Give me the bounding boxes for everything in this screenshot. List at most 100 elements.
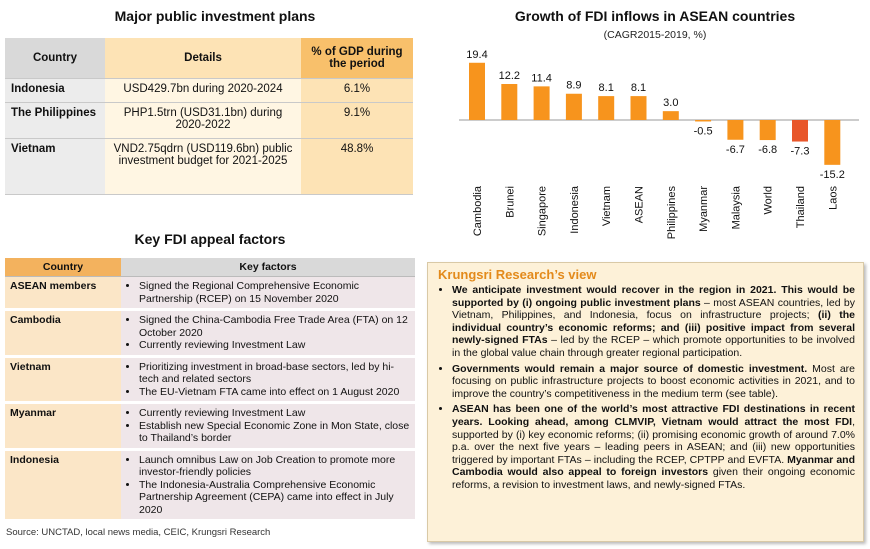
row-country: Vietnam: [5, 356, 121, 404]
category-label: Myanmar: [698, 186, 710, 232]
row-gdp: 6.1%: [301, 78, 413, 103]
bold-text: Governments would remain a major source …: [452, 362, 808, 375]
bar-world: [759, 120, 776, 141]
value-label: 12.2: [499, 70, 520, 82]
view-bullet: Governments would remain a major source …: [452, 363, 855, 401]
table-row: ASEAN members Signed the Regional Compre…: [5, 276, 415, 311]
row-gdp: 9.1%: [301, 102, 413, 139]
row-details: VND2.75qdrn (USD119.6bn) public investme…: [105, 138, 301, 195]
factor-item: Launch omnibus Law on Job Creation to pr…: [139, 454, 410, 479]
row-factors: Prioritizing investment in broad-base se…: [121, 356, 415, 404]
table-row: Vietnam VND2.75qdrn (USD119.6bn) public …: [5, 138, 413, 195]
value-label: 11.4: [531, 72, 552, 84]
value-label: 8.9: [566, 80, 581, 92]
category-label: Brunei: [504, 186, 516, 218]
value-label: -0.5: [694, 125, 713, 137]
chart-title: Growth of FDI inflows in ASEAN countries: [514, 8, 796, 24]
row-country: Indonesia: [5, 78, 105, 103]
bar-thailand: [792, 120, 808, 142]
col-header-details: Details: [105, 38, 301, 79]
table-row: Myanmar Currently reviewing Investment L…: [5, 402, 415, 451]
value-label: -6.8: [758, 144, 777, 156]
value-label: 3.0: [663, 97, 678, 109]
row-gdp: 48.8%: [301, 138, 413, 195]
krungsri-view-box: Krungsri Research’s view We anticipate i…: [427, 262, 864, 542]
body-text: Most are focusing on public infrastructu…: [452, 362, 855, 400]
value-label: -6.7: [726, 144, 745, 156]
factor-item: The Indonesia-Australia Comprehensive Ec…: [139, 479, 410, 517]
body-text: – most ASEAN countries, led by Vietnam, …: [452, 296, 855, 322]
view-bullets: We anticipate investment would recover i…: [436, 284, 855, 492]
table-row: Indonesia Launch omnibus Law on Job Crea…: [5, 449, 415, 522]
row-country: Vietnam: [5, 138, 105, 195]
value-label: 8.1: [631, 82, 646, 94]
chart-subtitle: (CAGR2015-2019, %): [603, 29, 707, 41]
table-row: Vietnam Prioritizing investment in broad…: [5, 356, 415, 404]
value-label: 19.4: [466, 49, 487, 61]
category-label: ASEAN: [634, 186, 646, 223]
body-text: – led by the RCEP – which promote opport…: [452, 334, 855, 359]
category-label: Laos: [827, 186, 839, 210]
category-label: Malaysia: [730, 185, 742, 229]
bar-myanmar: [695, 120, 712, 122]
row-details: USD429.7bn during 2020-2024: [105, 78, 301, 103]
bar-vietnam: [598, 96, 615, 120]
row-details: PHP1.5trn (USD31.1bn) during 2020-2022: [105, 102, 301, 139]
bold-text: (ii) the individual country’s economic r…: [452, 309, 855, 347]
table-row: Cambodia Signed the China-Cambodia Free …: [5, 309, 415, 358]
row-factors: Currently reviewing Investment Law Estab…: [121, 402, 415, 451]
row-factors: Launch omnibus Law on Job Creation to pr…: [121, 449, 415, 522]
factor-item: Currently reviewing Investment Law: [139, 339, 410, 352]
row-country: Myanmar: [5, 402, 121, 451]
bar-singapore: [533, 86, 550, 120]
category-label: Thailand: [795, 186, 807, 228]
factor-item: Currently reviewing Investment Law: [139, 407, 410, 420]
category-label: Philippines: [666, 186, 678, 240]
table-row: The Philippines PHP1.5trn (USD31.1bn) du…: [5, 102, 413, 139]
view-bullet: We anticipate investment would recover i…: [452, 284, 855, 360]
fdi-growth-chart: 19.4 Cambodia 12.2 Brunei 11.4 Singapore 8.9 In…: [459, 49, 859, 240]
category-label: World: [763, 186, 775, 215]
row-country: Indonesia: [5, 449, 121, 522]
bar-cambodia: [469, 62, 485, 120]
row-factors: Signed the China-Cambodia Free Trade Are…: [121, 309, 415, 358]
value-label: -7.3: [791, 146, 810, 158]
key-factors-table: Country Key factors ASEAN members Signed…: [5, 258, 415, 522]
investment-plans-table: Country Details % of GDP during the peri…: [5, 38, 413, 195]
value-label: 8.1: [599, 82, 614, 94]
key-factors-title: Key FDI appeal factors: [134, 231, 286, 247]
category-label: Cambodia: [472, 185, 484, 236]
bar-brunei: [501, 84, 518, 120]
category-label: Singapore: [537, 186, 549, 236]
col-header-country: Country: [5, 38, 105, 79]
factor-item: The EU-Vietnam FTA came into effect on 1…: [139, 386, 410, 399]
bar-malaysia: [727, 120, 744, 140]
factor-item: Prioritizing investment in broad-base se…: [139, 361, 410, 386]
col-header-factors: Key factors: [121, 258, 415, 277]
factor-item: Signed the China-Cambodia Free Trade Are…: [139, 314, 410, 339]
value-label: -15.2: [820, 169, 845, 181]
col-header-country: Country: [5, 258, 121, 277]
view-bullet: ASEAN has been one of the world’s most a…: [452, 403, 855, 491]
body-text: given their ongoing economic reforms, a …: [452, 466, 855, 491]
body-text: , supported by (i) key economic reforms;…: [452, 415, 855, 466]
category-label: Indonesia: [569, 185, 581, 234]
bar-philippines: [662, 111, 679, 120]
bar-asean: [630, 96, 647, 120]
bold-text: We anticipate investment would recover i…: [452, 284, 855, 309]
row-factors: Signed the Regional Comprehensive Econom…: [121, 276, 415, 311]
col-header-gdp: % of GDP during the period: [301, 38, 413, 79]
bold-text: ASEAN has been one of the world’s most a…: [452, 403, 855, 428]
row-country: ASEAN members: [5, 276, 121, 311]
row-country: The Philippines: [5, 102, 105, 139]
bar-laos: [824, 120, 841, 165]
row-country: Cambodia: [5, 309, 121, 358]
bold-text: Myanmar and Cambodia would also appeal t…: [452, 453, 855, 479]
factor-item: Establish new Special Economic Zone in M…: [139, 420, 410, 445]
source-note: Source: UNCTAD, local news media, CEIC, …: [6, 527, 271, 538]
factor-item: Signed the Regional Comprehensive Econom…: [139, 280, 410, 305]
view-title: Krungsri Research’s view: [438, 267, 597, 282]
table-row: Indonesia USD429.7bn during 2020-2024 6.…: [5, 78, 413, 103]
bar-indonesia: [565, 93, 582, 120]
category-label: Vietnam: [601, 186, 613, 226]
